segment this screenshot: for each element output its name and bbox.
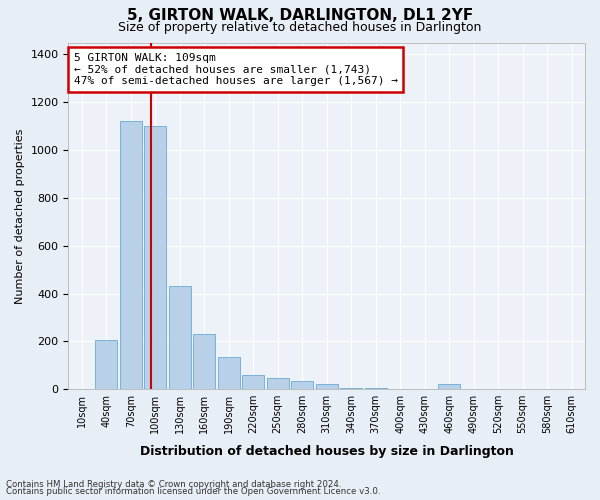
X-axis label: Distribution of detached houses by size in Darlington: Distribution of detached houses by size … bbox=[140, 444, 514, 458]
Bar bbox=[340, 388, 362, 389]
Text: Contains public sector information licensed under the Open Government Licence v3: Contains public sector information licen… bbox=[6, 488, 380, 496]
Bar bbox=[145, 126, 166, 389]
Text: 5, GIRTON WALK, DARLINGTON, DL1 2YF: 5, GIRTON WALK, DARLINGTON, DL1 2YF bbox=[127, 8, 473, 22]
Bar bbox=[193, 334, 215, 389]
Bar bbox=[365, 388, 386, 389]
Text: Size of property relative to detached houses in Darlington: Size of property relative to detached ho… bbox=[118, 21, 482, 34]
Text: Contains HM Land Registry data © Crown copyright and database right 2024.: Contains HM Land Registry data © Crown c… bbox=[6, 480, 341, 489]
Y-axis label: Number of detached properties: Number of detached properties bbox=[15, 128, 25, 304]
Bar bbox=[242, 375, 264, 389]
Bar bbox=[291, 381, 313, 389]
Bar bbox=[316, 384, 338, 389]
Bar bbox=[95, 340, 118, 389]
Bar bbox=[267, 378, 289, 389]
Bar bbox=[120, 122, 142, 389]
Bar bbox=[169, 286, 191, 389]
Text: 5 GIRTON WALK: 109sqm
← 52% of detached houses are smaller (1,743)
47% of semi-d: 5 GIRTON WALK: 109sqm ← 52% of detached … bbox=[74, 53, 398, 86]
Bar bbox=[438, 384, 460, 389]
Bar bbox=[218, 357, 240, 389]
